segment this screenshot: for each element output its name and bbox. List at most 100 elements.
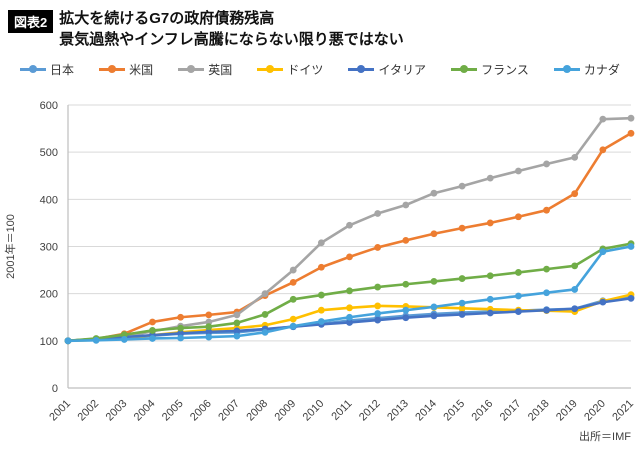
series-marker-france-2003 [120,331,128,339]
series-marker-italy-2020 [599,298,607,306]
series-marker-uk-2012 [374,210,382,217]
y-tick-label-100: 100 [40,336,58,348]
series-marker-france-2014 [430,278,438,285]
legend-label: ドイツ [287,62,324,77]
legend-item-japan[interactable]: 日本 [20,61,74,78]
series-marker-us-2021 [627,129,635,137]
series-marker-italy-2018 [543,306,550,314]
series-marker-canada-2013 [402,306,410,314]
series-marker-canada-2011 [346,313,353,321]
y-tick-label-400: 400 [40,194,58,206]
series-marker-france-2015 [458,275,466,282]
series-marker-germany-2010 [317,306,325,314]
series-marker-italy-2021 [627,294,635,302]
x-tick-label-2006: 2006 [188,398,214,424]
legend-marker-icon [178,65,205,73]
series-marker-us-2006 [205,311,213,319]
series-marker-canada-2003 [120,336,128,343]
x-tick-label-2021: 2021 [610,398,636,424]
series-marker-italy-2014 [430,312,438,320]
y-axis-title: 2001年＝100 [3,214,17,279]
series-marker-france-2017 [515,269,522,276]
series-marker-uk-2016 [486,174,494,182]
legend-item-canada[interactable]: カナダ [553,61,620,78]
x-tick-label-2011: 2011 [329,398,354,423]
y-tick-label-200: 200 [40,289,58,301]
legend-label: 英国 [208,62,233,77]
x-tick-label-2015: 2015 [441,398,467,424]
series-marker-us-2012 [374,244,382,251]
legend-label: カナダ [583,62,620,77]
series-marker-canada-2006 [205,333,213,341]
series-marker-germany-2012 [374,302,382,310]
x-tick-label-2005: 2005 [160,398,186,424]
legend-item-uk[interactable]: 英国 [178,61,232,78]
x-tick-label-2020: 2020 [582,398,608,424]
series-marker-uk-2019 [571,153,579,161]
series-marker-canada-2012 [374,310,382,317]
series-marker-italy-2017 [515,308,522,315]
legend-item-italy[interactable]: イタリア [348,61,426,78]
series-marker-france-2007 [233,319,241,327]
series-marker-canada-2008 [261,328,269,336]
series-marker-uk-2018 [543,160,550,168]
x-tick-label-2012: 2012 [357,398,383,424]
series-marker-canada-2009 [289,322,297,330]
series-marker-france-2012 [374,283,382,291]
series-marker-us-2015 [458,224,466,232]
series-marker-us-2013 [402,236,410,244]
x-tick-label-2019: 2019 [554,398,580,424]
series-marker-germany-2011 [346,304,353,312]
series-marker-uk-2015 [458,182,466,190]
series-marker-uk-2014 [430,189,438,197]
series-marker-france-2013 [402,280,410,288]
legend-label: イタリア [378,62,426,77]
series-marker-canada-2007 [233,332,241,340]
y-tick-label-0: 0 [52,383,58,395]
x-tick-label-2002: 2002 [75,398,101,424]
legend-item-germany[interactable]: ドイツ [257,61,323,78]
legend-item-france[interactable]: フランス [451,61,529,78]
series-marker-us-2018 [543,206,550,214]
series-marker-canada-2016 [486,295,494,303]
chart-legend: 日本 米国 英国 ドイツ イタリア フランス カナダ [0,60,640,78]
series-marker-canada-2001 [64,337,72,345]
series-marker-italy-2006 [205,328,213,336]
series-marker-us-2014 [430,230,438,238]
series-marker-canada-2019 [571,286,579,293]
x-tick-label-2013: 2013 [385,398,411,424]
series-marker-france-2010 [317,291,325,299]
series-marker-italy-2012 [374,316,382,324]
series-marker-canada-2014 [430,303,438,311]
line-chart: 0 100 200 300 400 500 600 2001 2002 2003 2004 2005 2… [0,84,640,452]
x-tick-label-2018: 2018 [526,398,552,424]
chart-header: 図表2 拡大を続けるG7の政府債務残高 景気過熱やインフレ高騰にならない限り悪で… [0,0,640,50]
series-marker-canada-2018 [543,289,550,297]
series-marker-italy-2011 [346,319,353,326]
legend-marker-icon [257,65,284,73]
series-marker-uk-2009 [289,266,297,274]
legend-marker-icon [99,65,126,73]
series-marker-canada-2005 [177,334,185,342]
series-marker-france-2019 [571,262,579,270]
x-tick-label-2017: 2017 [498,398,524,424]
x-tick-label-2007: 2007 [216,398,242,424]
series-marker-us-2009 [289,278,297,286]
series-marker-us-2016 [486,219,494,227]
series-marker-italy-2013 [402,314,410,322]
legend-item-us[interactable]: 米国 [99,61,153,78]
series-marker-france-2004 [149,327,156,334]
legend-marker-icon [553,65,580,73]
x-tick-label-2016: 2016 [470,398,496,424]
series-marker-us-2020 [599,146,607,154]
series-marker-italy-2019 [571,305,579,313]
series-marker-canada-2017 [515,292,522,300]
series-marker-canada-2010 [317,318,325,325]
chart-title-line2: 景気過熱やインフレ高騰にならない限り悪ではない [59,31,404,48]
source-note: 出所＝IMF [579,429,631,443]
y-tick-label-300: 300 [40,242,58,254]
series-marker-france-2011 [346,287,353,295]
legend-label: 日本 [50,62,75,77]
series-marker-uk-2017 [515,167,522,175]
series-marker-us-2005 [177,313,185,321]
